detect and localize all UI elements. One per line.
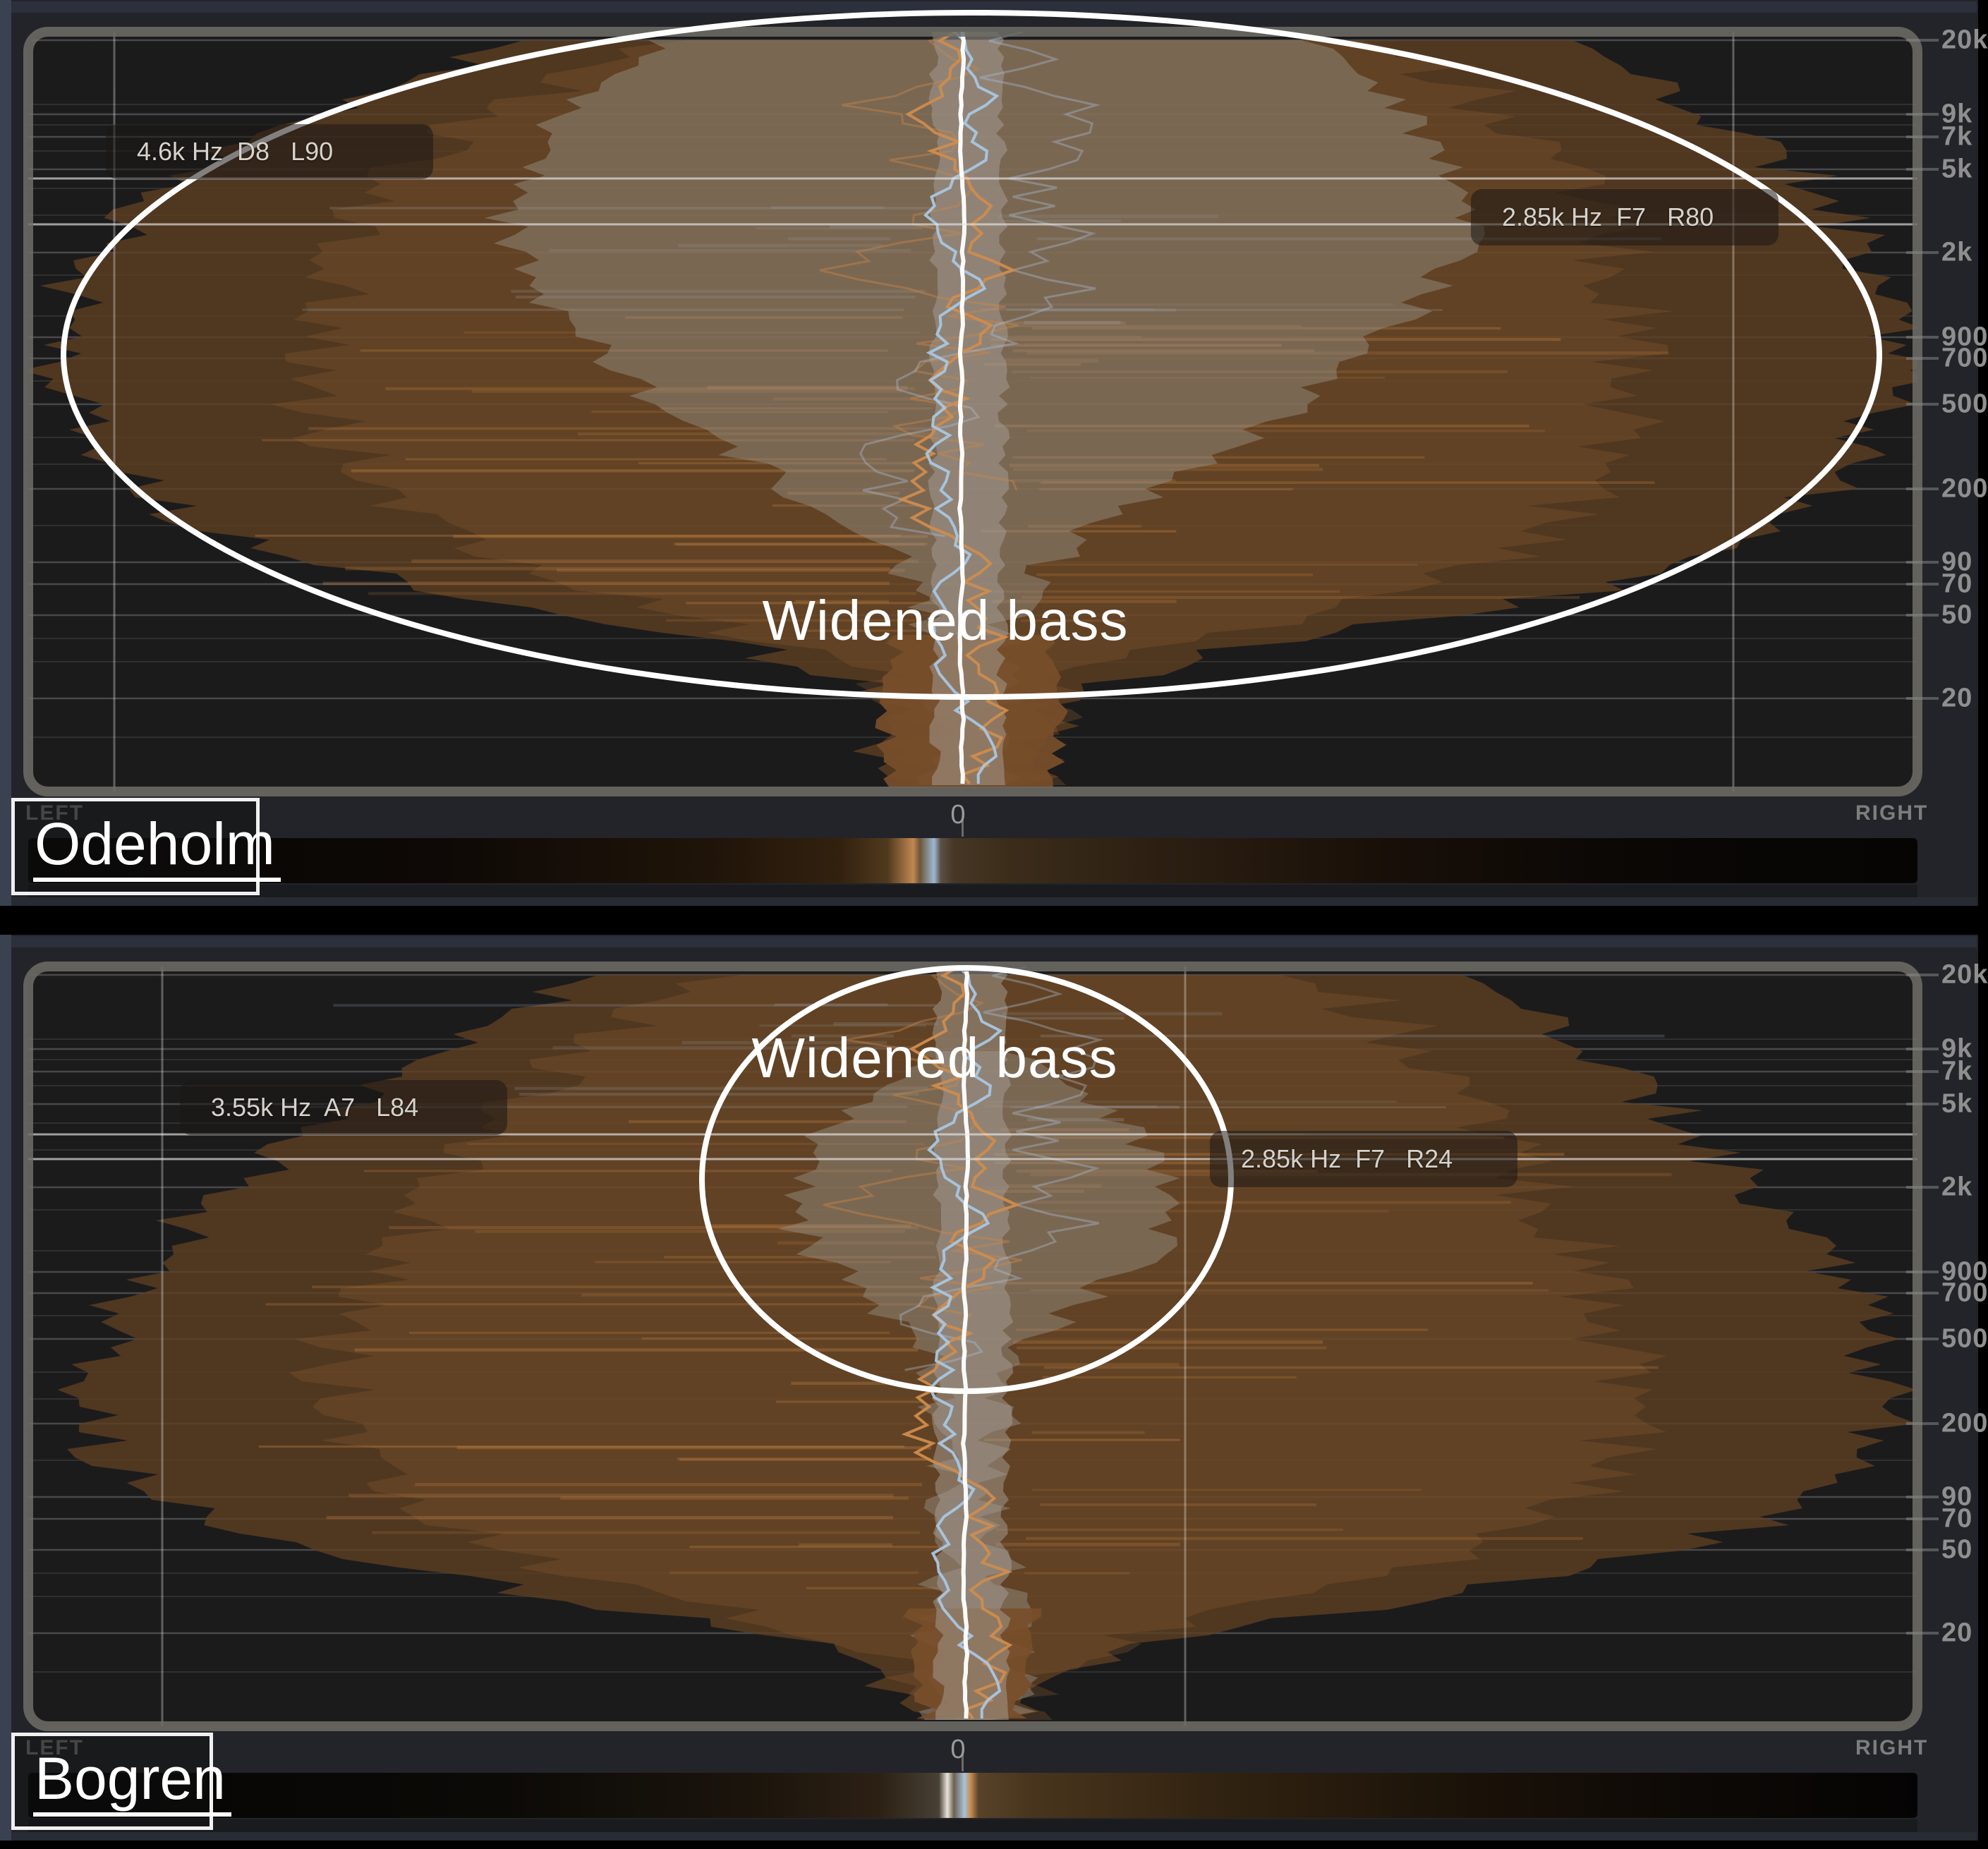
display-border [23,27,1922,796]
freq-tick-label: 2k [1941,1172,1973,1202]
freq-tick-label: 7k [1941,121,1973,152]
widened-bass-annotation: Widened bass [751,1026,1118,1089]
freq-tick-label: 200 [1941,473,1988,504]
freq-tick-label: 500 [1941,389,1988,419]
freq-tick-label: 20k [1941,959,1988,990]
freq-tick-label: 5k [1941,154,1973,184]
panel-title: Odeholm [33,811,281,882]
freq-tick-label: 70 [1941,569,1973,599]
freq-tick-label: 20 [1941,683,1973,713]
panel-top-frame [11,936,1977,947]
frequency-marker-readout[interactable]: 2.85k Hz F7 R24 [1210,1131,1517,1187]
analyzer-panel-bogren: 20k 9k 7k 5k 2k 900 700 500 200 90 70 50… [0,935,1988,1841]
freq-tick-label: 200 [1941,1408,1988,1438]
right-channel-label: RIGHT [1855,1736,1929,1759]
balance-meter [28,838,1917,883]
analyzer-panel-odeholm: 20k 9k 7k 5k 2k 900 700 500 200 90 70 50… [0,0,1988,906]
right-channel-label: RIGHT [1855,801,1929,825]
widened-bass-annotation: Widened bass [762,589,1129,652]
freq-tick-label: 20k [1941,25,1988,55]
panel-bottom-frame [11,897,1977,906]
frequency-marker-readout[interactable]: 3.55k Hz A7 L84 [180,1080,507,1135]
panel-left-frame [0,0,11,906]
panel-title: Bogren [33,1746,231,1817]
panel-title-box: Odeholm [11,798,281,895]
spectrum-art [28,32,1917,787]
balance-meter [28,1773,1917,1818]
freq-tick-label: 70 [1941,1503,1973,1534]
freq-tick-label: 7k [1941,1056,1973,1086]
freq-tick-label: 2k [1941,237,1973,267]
frequency-marker-readout[interactable]: 4.6k Hz D8 L90 [106,124,433,179]
panel-title-box: Bogren [11,1733,231,1830]
freq-tick-label: 90 [1941,547,1973,577]
balance-zero-tick [962,1753,964,1771]
freq-tick-label: 50 [1941,1534,1973,1565]
panel-right-gap [1978,0,1988,906]
panel-top-frame [11,1,1977,13]
freq-tick-label: 9k [1941,1033,1973,1064]
freq-tick-label: 700 [1941,343,1988,373]
balance-zero-label: 0 [950,1735,966,1764]
panel-left-frame [0,935,11,1841]
freq-tick-label: 5k [1941,1089,1973,1119]
freq-tick-label: 900 [1941,322,1988,352]
frequency-marker-readout[interactable]: 2.85k Hz F7 R80 [1471,189,1778,245]
widened-bass-ellipse [61,10,1882,700]
freq-tick-label: 700 [1941,1278,1988,1308]
freq-tick-label: 20 [1941,1618,1973,1648]
panel-bottom-frame [11,1832,1977,1841]
balance-zero-label: 0 [950,800,966,830]
freq-tick-label: 9k [1941,99,1973,129]
balance-zero-tick [962,818,964,837]
panel-right-gap [1978,935,1988,1841]
freq-tick-label: 50 [1941,600,1973,630]
freq-tick-label: 90 [1941,1481,1973,1512]
freq-tick-label: 900 [1941,1256,1988,1287]
freq-tick-label: 500 [1941,1323,1988,1354]
